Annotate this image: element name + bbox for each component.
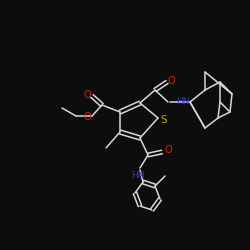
Text: HN: HN <box>131 172 145 180</box>
Text: O: O <box>164 145 172 155</box>
Text: O: O <box>167 76 175 86</box>
Text: O: O <box>83 112 91 122</box>
Text: S: S <box>161 115 167 125</box>
Text: HN: HN <box>176 98 190 106</box>
Text: O: O <box>83 90 91 100</box>
